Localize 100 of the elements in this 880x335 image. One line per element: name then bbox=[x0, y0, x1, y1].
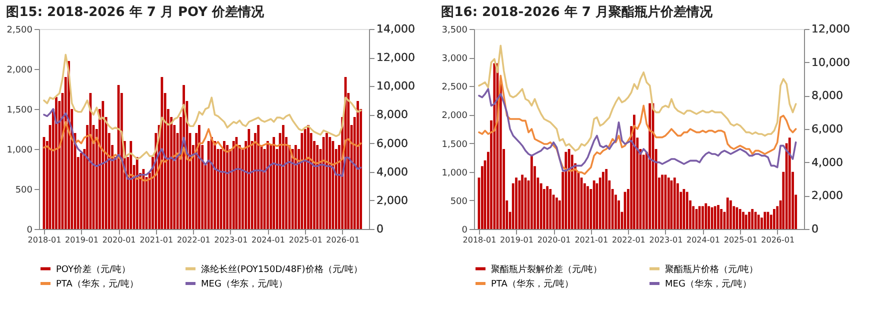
bar bbox=[549, 189, 552, 229]
bar bbox=[556, 198, 558, 229]
bar bbox=[714, 206, 716, 229]
bar bbox=[738, 209, 742, 229]
bar bbox=[207, 141, 210, 229]
x-tick-label: 2020-01 bbox=[537, 236, 571, 244]
bar bbox=[605, 169, 608, 229]
line-series bbox=[478, 74, 797, 175]
y2-tick-label: 4,000 bbox=[812, 156, 843, 169]
bar bbox=[136, 157, 138, 229]
bar bbox=[210, 137, 213, 229]
bar bbox=[661, 174, 664, 229]
y2-tick-label: 14,000 bbox=[376, 22, 415, 36]
x-tick-label: 2023-01 bbox=[214, 236, 248, 244]
y-tick-label: 0 bbox=[26, 226, 33, 236]
x-tick-label: 2026-01 bbox=[326, 236, 360, 244]
x-tick-label: 2021-01 bbox=[574, 236, 608, 244]
bar bbox=[586, 186, 589, 229]
y2-tick-label: 12,000 bbox=[376, 51, 415, 64]
bar bbox=[223, 141, 226, 229]
y2-tick-label: 6,000 bbox=[812, 122, 843, 136]
bar bbox=[356, 101, 359, 229]
bar bbox=[80, 153, 82, 229]
y-tick-label: 0 bbox=[462, 226, 468, 236]
bar bbox=[291, 149, 294, 229]
legend-label: MEG（华东，元/吨） bbox=[201, 278, 288, 290]
bar bbox=[322, 137, 325, 229]
bar bbox=[751, 209, 754, 229]
bar bbox=[214, 141, 216, 229]
y2-tick-label: 6,000 bbox=[376, 136, 408, 150]
bar bbox=[130, 141, 132, 229]
y-tick-label: 1,000 bbox=[442, 168, 468, 178]
x-tick-label: 2025-01 bbox=[724, 236, 758, 244]
bar bbox=[328, 137, 332, 229]
bar bbox=[198, 125, 200, 229]
bar bbox=[729, 200, 732, 229]
bar bbox=[648, 103, 652, 229]
bar bbox=[568, 149, 570, 229]
y-tick-label: 500 bbox=[450, 196, 468, 207]
bar bbox=[673, 178, 676, 229]
bar bbox=[304, 129, 306, 229]
y2-tick-label: 12,000 bbox=[812, 22, 850, 36]
y-tick-label: 500 bbox=[15, 186, 33, 196]
bar bbox=[742, 212, 744, 229]
x-tick-label: 2018-01 bbox=[28, 236, 62, 244]
y2-tick-label: 8,000 bbox=[376, 108, 408, 122]
bar bbox=[736, 207, 738, 229]
legend-label: PTA（华东，元/吨） bbox=[491, 278, 574, 290]
y-tick-label: 2,000 bbox=[442, 111, 468, 122]
bar bbox=[300, 133, 304, 229]
bar bbox=[102, 101, 104, 229]
bar bbox=[772, 209, 776, 229]
line-series bbox=[478, 44, 797, 152]
y2-tick-label: 2,000 bbox=[812, 189, 843, 202]
legend-label: 聚酯瓶片裂解价差（元/吨） bbox=[491, 264, 602, 275]
y-tick-label: 2,500 bbox=[6, 26, 33, 36]
bar bbox=[307, 125, 310, 229]
bar bbox=[757, 214, 760, 229]
y-tick-label: 2,000 bbox=[6, 66, 33, 76]
y2-tick-label: 0 bbox=[812, 222, 818, 236]
bar bbox=[764, 212, 766, 229]
x-tick-label: 2024-01 bbox=[251, 236, 285, 244]
y-tick-label: 3,000 bbox=[442, 54, 468, 64]
bar bbox=[266, 141, 269, 229]
bar bbox=[515, 178, 518, 229]
x-tick-label: 2024-01 bbox=[686, 236, 720, 244]
x-tick-label: 2026-01 bbox=[761, 236, 795, 244]
y-tick-label: 2,500 bbox=[442, 82, 468, 93]
bar bbox=[282, 125, 284, 229]
line-series bbox=[43, 120, 362, 182]
y-tick-label: 1,500 bbox=[442, 140, 468, 150]
bar bbox=[717, 205, 720, 229]
bar bbox=[748, 212, 750, 229]
x-tick-label: 2018-01 bbox=[462, 236, 496, 244]
x-tick-label: 2021-01 bbox=[140, 236, 174, 244]
bar bbox=[702, 206, 704, 229]
y2-tick-label: 4,000 bbox=[376, 165, 408, 178]
bar bbox=[493, 63, 496, 229]
legend-label: POY价差（元/吨） bbox=[56, 264, 131, 275]
bar bbox=[592, 180, 596, 229]
bar bbox=[226, 145, 228, 229]
y2-tick-label: 0 bbox=[376, 222, 384, 236]
bar bbox=[667, 178, 670, 229]
bar bbox=[686, 192, 688, 229]
bar bbox=[633, 114, 636, 229]
y2-tick-label: 8,000 bbox=[812, 89, 843, 102]
bar bbox=[521, 174, 524, 229]
bar bbox=[55, 97, 58, 229]
legend-label: 涤纶长丝(POY150D/48F)价格（元/吨） bbox=[201, 264, 362, 275]
y-tick-label: 1,500 bbox=[6, 106, 33, 116]
bar bbox=[726, 198, 729, 229]
line-series bbox=[43, 54, 362, 160]
x-tick-label: 2023-01 bbox=[649, 236, 683, 244]
bar bbox=[160, 77, 164, 229]
legend-label: 聚酯瓶片价格（元/吨） bbox=[665, 264, 758, 275]
bar bbox=[682, 189, 686, 229]
bar bbox=[248, 129, 250, 229]
x-tick-label: 2022-01 bbox=[612, 236, 646, 244]
bar bbox=[530, 154, 533, 229]
chart-title: 图16: 2018-2026 年 7 月聚酯瓶片价差情况 bbox=[441, 5, 714, 20]
